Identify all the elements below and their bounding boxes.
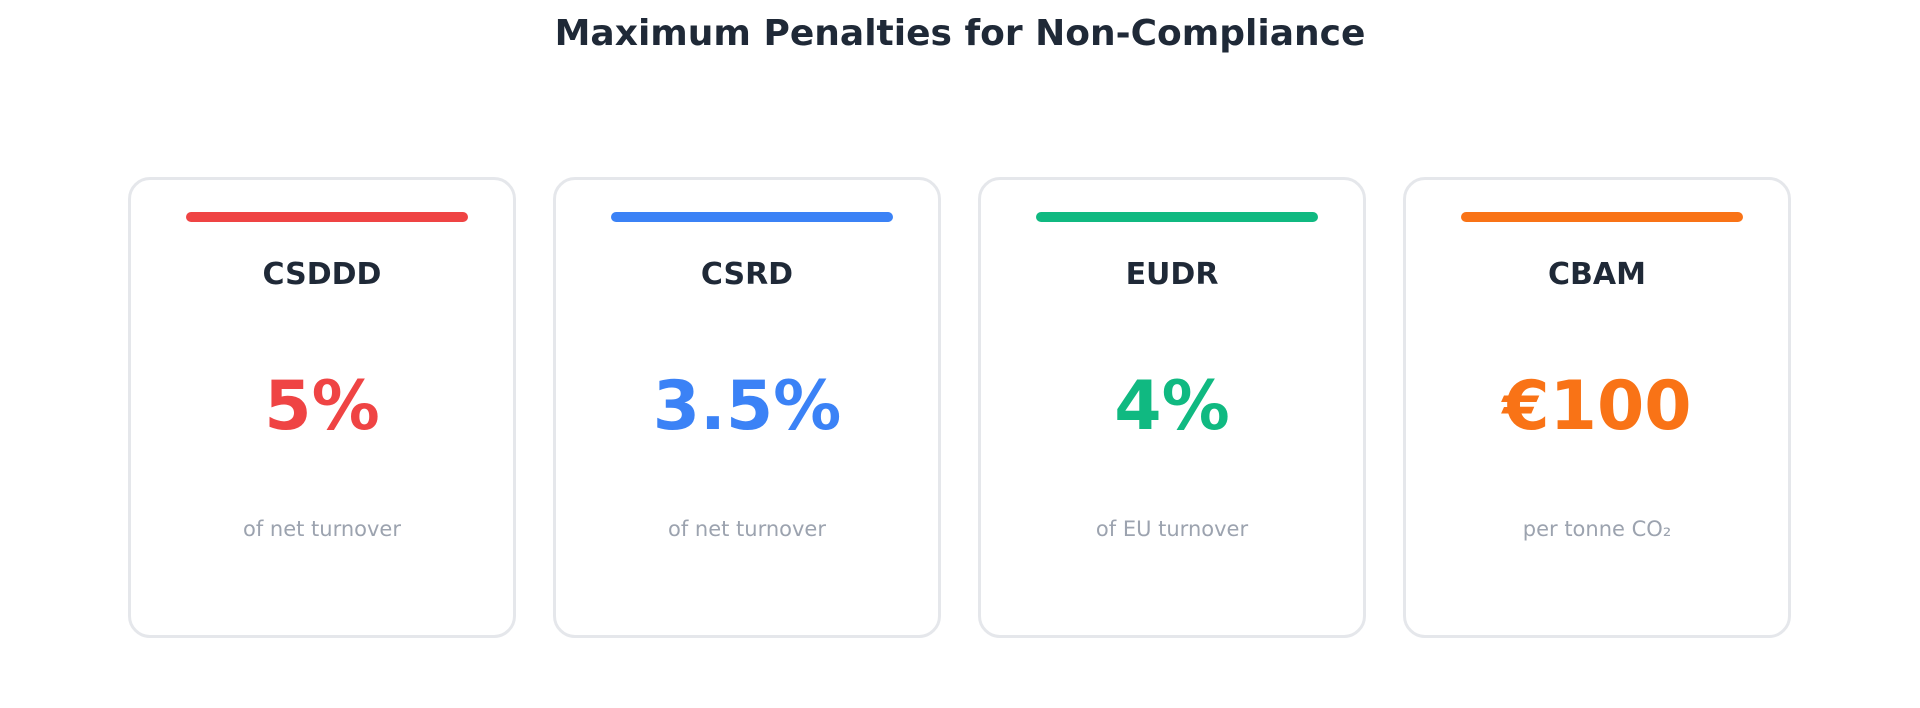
penalty-card-csrd: CSRD 3.5% of net turnover bbox=[553, 177, 941, 638]
card-regulation-name: CBAM bbox=[1548, 257, 1646, 292]
card-penalty-basis: per tonne CO₂ bbox=[1522, 517, 1672, 541]
penalty-card-eudr: EUDR 4% of EU turnover bbox=[978, 177, 1366, 638]
card-accent-bar bbox=[1036, 212, 1318, 222]
penalty-card-csddd: CSDDD 5% of net turnover bbox=[128, 177, 516, 638]
card-regulation-name: CSDDD bbox=[262, 257, 382, 292]
card-penalty-value: 5% bbox=[264, 367, 380, 446]
card-accent-bar bbox=[611, 212, 893, 222]
card-regulation-name: CSRD bbox=[700, 257, 794, 292]
card-regulation-name: EUDR bbox=[1125, 257, 1219, 292]
card-penalty-basis: of net turnover bbox=[242, 517, 401, 541]
card-accent-bar bbox=[1461, 212, 1743, 222]
card-penalty-value: €100 bbox=[1502, 367, 1692, 446]
card-penalty-value: 3.5% bbox=[652, 367, 842, 446]
penalty-card-cbam: CBAM €100 per tonne CO₂ bbox=[1403, 177, 1791, 638]
card-penalty-basis: of EU turnover bbox=[1095, 517, 1249, 541]
card-accent-bar bbox=[186, 212, 468, 222]
card-penalty-value: 4% bbox=[1114, 367, 1230, 446]
card-penalty-basis: of net turnover bbox=[667, 517, 826, 541]
page-title: Maximum Penalties for Non-Compliance bbox=[554, 13, 1366, 54]
